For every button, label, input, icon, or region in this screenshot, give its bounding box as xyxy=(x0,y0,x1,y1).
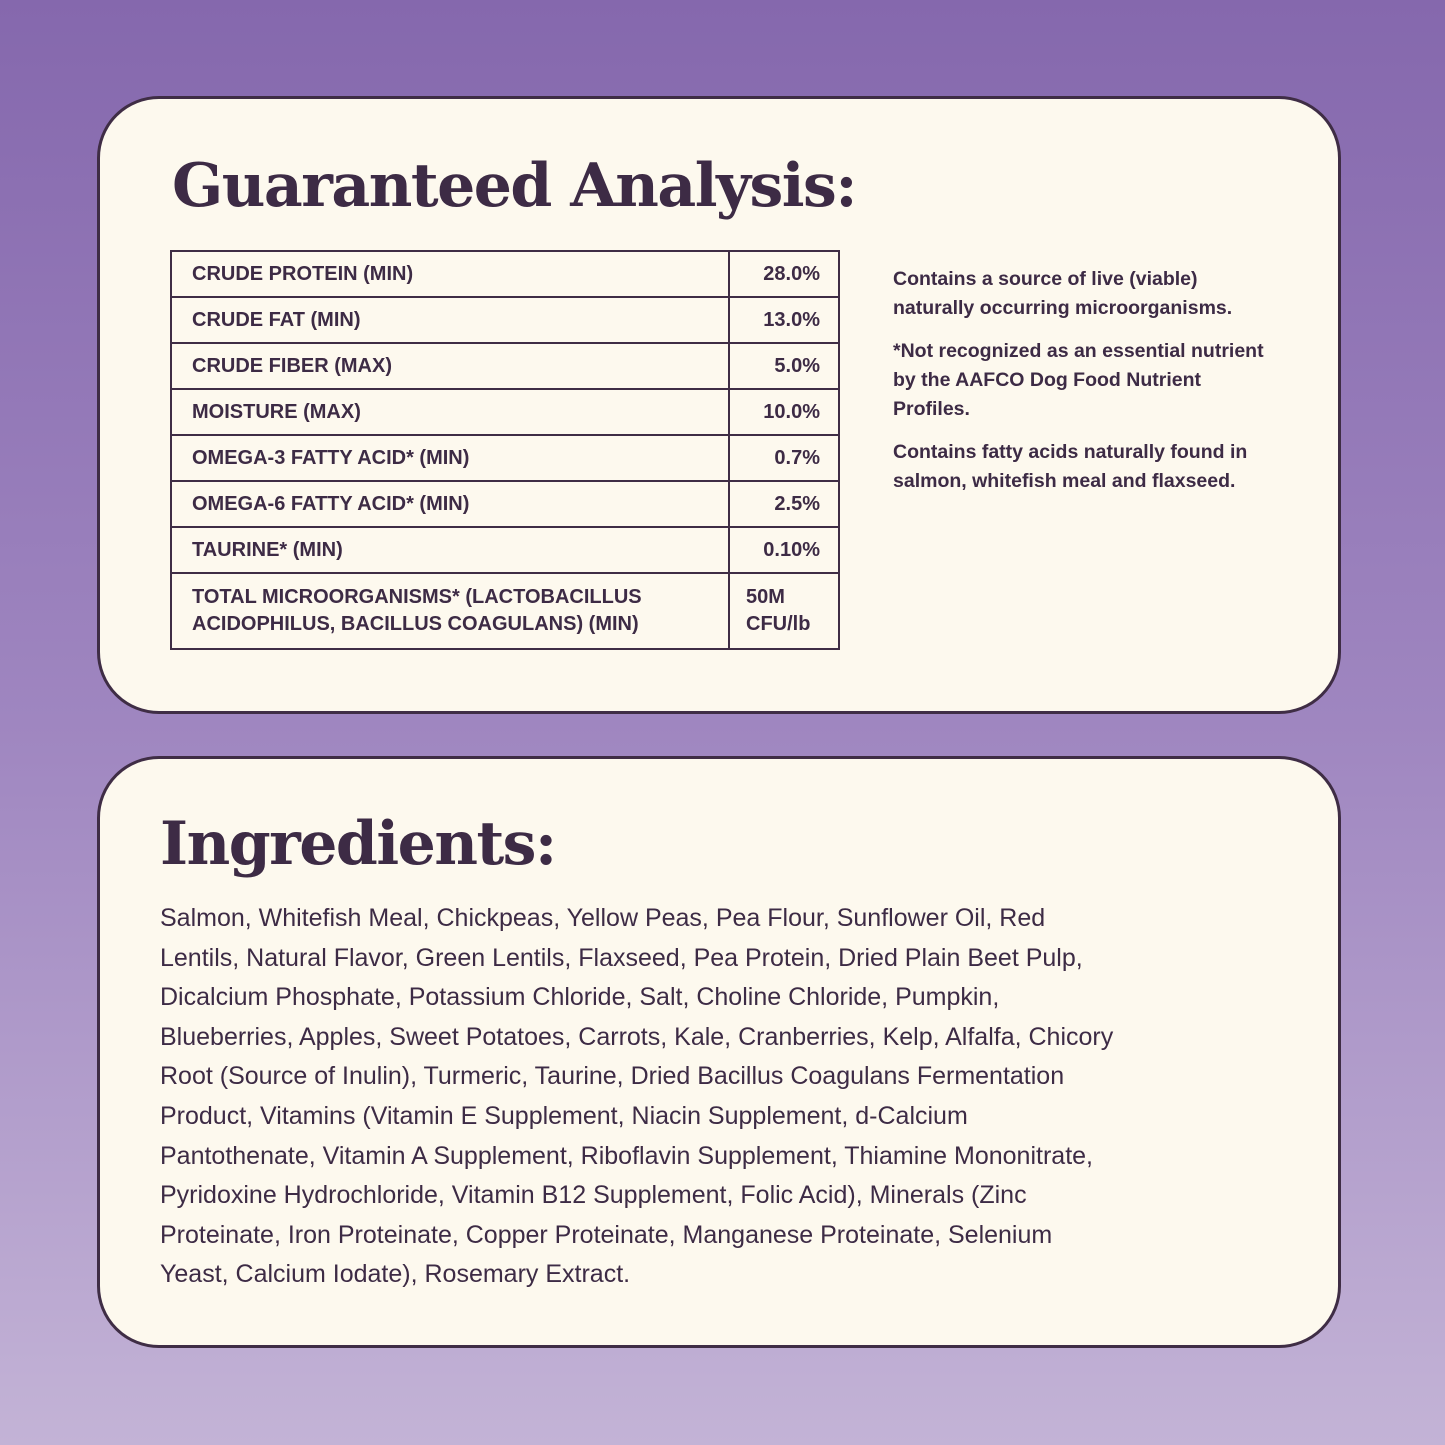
nutrient-label: MOISTURE (MAX) xyxy=(170,388,730,436)
ingredients-text: Salmon, Whitefish Meal, Chickpeas, Yello… xyxy=(160,899,1113,1295)
table-row: OMEGA-6 FATTY ACID* (MIN) 2.5% xyxy=(170,480,840,528)
nutrient-label: OMEGA-6 FATTY ACID* (MIN) xyxy=(170,480,730,528)
nutrient-label: TAURINE* (MIN) xyxy=(170,526,730,574)
ingredients-line: Pantothenate, Vitamin A Supplement, Ribo… xyxy=(160,1141,1093,1170)
value-line: 50M xyxy=(746,586,785,608)
nutrient-value: 0.10% xyxy=(728,526,840,574)
nutrient-value: 2.5% xyxy=(728,480,840,528)
table-row: CRUDE PROTEIN (MIN) 28.0% xyxy=(170,250,840,298)
note: Contains a source of live (viable) natur… xyxy=(893,268,1233,319)
analysis-title: Guaranteed Analysis: xyxy=(172,151,857,221)
nutrient-value: 5.0% xyxy=(728,342,840,390)
label-line: TOTAL MICROORGANISMS* (LACTOBACILLUS xyxy=(192,586,642,608)
ingredients-card: Ingredients: Salmon, Whitefish Meal, Chi… xyxy=(97,756,1341,1348)
ingredients-line: Dicalcium Phosphate, Potassium Chloride,… xyxy=(160,983,1000,1012)
table-row: TOTAL MICROORGANISMS* (LACTOBACILLUS ACID… xyxy=(170,572,840,650)
value-line: CFU/lb xyxy=(746,613,811,635)
nutrient-label: CRUDE PROTEIN (MIN) xyxy=(170,250,730,298)
table-row: TAURINE* (MIN) 0.10% xyxy=(170,526,840,574)
analysis-notes: Contains a source of live (viable) natur… xyxy=(893,265,1273,510)
nutrient-value: 50M CFU/lb xyxy=(728,572,840,650)
ingredients-line: Blueberries, Apples, Sweet Potatoes, Car… xyxy=(160,1022,1114,1051)
nutrient-label: OMEGA-3 FATTY ACID* (MIN) xyxy=(170,434,730,482)
nutrient-value: 10.0% xyxy=(728,388,840,436)
table-row: CRUDE FAT (MIN) 13.0% xyxy=(170,296,840,344)
nutrient-label: TOTAL MICROORGANISMS* (LACTOBACILLUS ACID… xyxy=(170,572,730,650)
ingredients-line: Product, Vitamins (Vitamin E Supplement,… xyxy=(160,1101,968,1130)
nutrient-value: 0.7% xyxy=(728,434,840,482)
ingredients-line: Root (Source of Inulin), Turmeric, Tauri… xyxy=(160,1062,1065,1091)
table-row: OMEGA-3 FATTY ACID* (MIN) 0.7% xyxy=(170,434,840,482)
ingredients-line: Salmon, Whitefish Meal, Chickpeas, Yello… xyxy=(160,904,1046,932)
ingredients-title: Ingredients: xyxy=(160,809,557,879)
ingredients-line: Lentils, Natural Flavor, Green Lentils, … xyxy=(160,943,1083,972)
analysis-table: CRUDE PROTEIN (MIN) 28.0% CRUDE FAT (MIN)… xyxy=(170,250,840,650)
nutrient-value: 28.0% xyxy=(728,250,840,298)
table-row: CRUDE FIBER (MAX) 5.0% xyxy=(170,342,840,390)
nutrient-value: 13.0% xyxy=(728,296,840,344)
nutrient-label: CRUDE FAT (MIN) xyxy=(170,296,730,344)
nutrient-label: CRUDE FIBER (MAX) xyxy=(170,342,730,390)
label-line: ACIDOPHILUS, BACILLUS COAGULANS) (MIN) xyxy=(192,613,639,635)
note: Contains fatty acids naturally found in … xyxy=(893,441,1248,492)
note: *Not recognized as an essential nutrient… xyxy=(893,340,1264,420)
ingredients-line: Proteinate, Iron Proteinate, Copper Prot… xyxy=(160,1220,1053,1249)
guaranteed-analysis-card: Guaranteed Analysis: CRUDE PROTEIN (MIN)… xyxy=(97,96,1341,714)
ingredients-line: Pyridoxine Hydrochloride, Vitamin B12 Su… xyxy=(160,1181,1027,1210)
ingredients-line: Yeast, Calcium Iodate), Rosemary Extract… xyxy=(160,1260,631,1289)
table-row: MOISTURE (MAX) 10.0% xyxy=(170,388,840,436)
